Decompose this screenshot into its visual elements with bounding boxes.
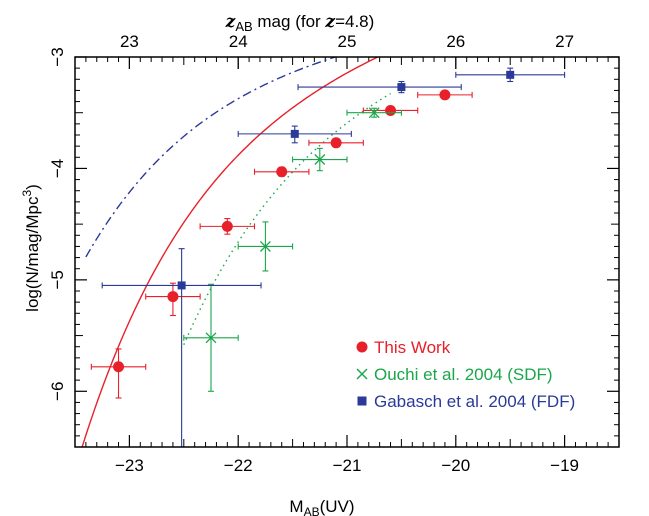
top-tick-label: 25 (338, 32, 357, 51)
y-tick-label: −5 (48, 270, 67, 289)
square-marker (506, 70, 515, 79)
circle-marker (385, 104, 397, 116)
circle-marker (439, 89, 451, 101)
top-tick-label: 26 (446, 32, 465, 51)
square-marker (177, 281, 186, 290)
data-point-layer (90, 67, 566, 447)
square-marker (397, 83, 406, 92)
x-tick-label: −19 (550, 456, 579, 475)
circle-marker (167, 291, 179, 303)
top-axis-title-z: z (225, 12, 236, 32)
data-point-square (297, 80, 462, 94)
top-tick-label: 24 (229, 32, 248, 51)
x-tick-label: −22 (224, 456, 253, 475)
legend-circle-marker (356, 341, 368, 353)
legend: This Work Ouchi et al. 2004 (SDF) Gabasch … (356, 338, 575, 411)
legend-square-marker (357, 396, 367, 406)
fit-curve-layer (81, 57, 391, 447)
data-point-x (237, 221, 294, 272)
top-axis-title-z2: z (324, 12, 335, 32)
data-point-circle (199, 218, 256, 235)
y-axis-title-suffix: ) (23, 184, 42, 190)
x-tick-label: −20 (441, 456, 470, 475)
top-tick-label: 23 (120, 32, 139, 51)
circle-marker (113, 361, 125, 373)
circle-marker (221, 220, 233, 232)
top-axis-title-mid: mag (for (253, 12, 326, 31)
top-axis-title: zAB mag (for z=4.8) (225, 12, 375, 34)
y-tick-label: −3 (48, 47, 67, 66)
legend-label: Gabasch et al. 2004 (FDF) (374, 392, 575, 411)
data-point-circle (308, 137, 364, 149)
data-point-circle (417, 89, 473, 101)
data-point-circle (253, 166, 310, 178)
data-point-x (183, 283, 239, 392)
data-point-square (237, 125, 352, 144)
y-tick-label: −4 (48, 159, 67, 178)
y-axis-title: log(N/mag/Mpc3) (20, 184, 42, 312)
x-axis-title-sub: AB (304, 505, 320, 516)
plot-frame (74, 56, 620, 448)
circle-marker (276, 166, 288, 178)
x-tick-label: −23 (115, 456, 144, 475)
x-axis-title-m: M (289, 497, 303, 516)
y-tick-label: −6 (48, 382, 67, 401)
tick-layer: −23 −22 −21 −20 −19 −6 −5 −4 −3 23 24 25 26 27 (48, 32, 620, 475)
top-tick-label: 27 (555, 32, 574, 51)
fit-curve-dotted (183, 92, 391, 346)
x-marker (205, 332, 217, 344)
y-axis-title-main: log(N/mag/Mpc (23, 196, 42, 312)
x-axis-title-suffix: (UV) (320, 497, 355, 516)
top-axis-title-sub: AB (235, 19, 252, 34)
y-axis-title-sup: 3 (20, 190, 34, 197)
legend-entry: Ouchi et al. 2004 (SDF) (356, 365, 553, 384)
x-marker (314, 154, 326, 165)
data-point-x (346, 107, 402, 119)
data-point-square (101, 248, 262, 447)
data-point-x (292, 147, 348, 172)
legend-label: Ouchi et al. 2004 (SDF) (374, 365, 553, 384)
top-axis-title-end: =4.8) (335, 12, 374, 31)
data-point-circle (90, 348, 147, 399)
legend-entry: This Work (356, 338, 451, 357)
x-marker (368, 107, 380, 119)
x-tick-label: −21 (333, 456, 362, 475)
data-point-square (455, 67, 566, 83)
data-point-circle (145, 282, 201, 317)
legend-entry: Gabasch et al. 2004 (FDF) (357, 392, 575, 411)
square-marker (290, 129, 299, 138)
legend-label: This Work (374, 338, 451, 357)
x-axis-title: MAB(UV) (289, 497, 354, 516)
legend-x-marker (356, 368, 368, 380)
fit-curve-solid (81, 57, 380, 447)
circle-marker (330, 137, 342, 149)
x-marker (259, 240, 271, 252)
